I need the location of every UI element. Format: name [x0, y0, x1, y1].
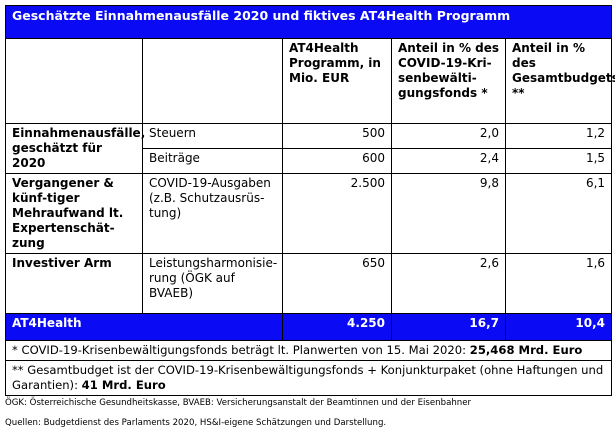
- note-1-text: * COVID-19-Krisenbewältigungsfonds beträ…: [12, 343, 470, 357]
- value-budget: 1,5: [504, 148, 613, 174]
- value-fonds: 2,4: [391, 148, 506, 174]
- note-2: ** Gesamtbudget ist der COVID-19-Krisenb…: [4, 360, 613, 396]
- header-fonds-share: Anteil in % des COVID-19-Kri-senbewälti-…: [391, 38, 506, 124]
- total-row: AT4Health 4.250 16,7 10,4: [5, 313, 613, 341]
- header-row: AT4Health Programm, in Mio. EUR Anteil i…: [5, 38, 615, 124]
- row-label-vergangen: Vergangener & künf-tiger Mehraufwand lt.…: [5, 173, 143, 254]
- table-row: Vergangener & künf-tiger Mehraufwand lt.…: [5, 173, 613, 254]
- value-fonds: 2,0: [391, 123, 506, 149]
- table-row: Einnahmenausfälle, geschätzt für 2020 St…: [5, 123, 613, 174]
- value-fonds: 2,6: [391, 253, 506, 314]
- total-fonds: 16,7: [391, 313, 506, 341]
- value-mio: 600: [282, 148, 392, 174]
- sub-label-steuern: Steuern: [142, 123, 283, 149]
- sub-label-beitraege: Beiträge: [142, 148, 283, 174]
- header-budget-share: Anteil in % des Gesamtbudgets **: [504, 38, 615, 124]
- sub-label-covid: COVID-19-Ausgaben (z.B. Schutzausrüs-tun…: [142, 173, 283, 254]
- footer-sources: Quellen: Budgetdienst des Parlaments 202…: [5, 418, 387, 428]
- value-budget: 1,2: [504, 123, 613, 149]
- header-empty-1: [5, 38, 143, 124]
- table-row: Beiträge 600 2,4 1,5: [6, 148, 613, 174]
- sub-label-leistung: Leistungsharmonisie-rung (ÖGK auf BVAEB): [142, 253, 283, 314]
- table-title: Geschätzte Einnahmenausfälle 2020 und fi…: [4, 5, 613, 39]
- row-label-einnahmen: Einnahmenausfälle, geschätzt für 2020: [5, 123, 145, 174]
- total-label: AT4Health: [5, 313, 283, 341]
- value-budget: 1,6: [504, 253, 613, 314]
- note-1-bold: 25,468 Mrd. Euro: [469, 343, 583, 357]
- value-budget: 6,1: [504, 173, 613, 254]
- table-row: Investiver Arm Leistungsharmonisie-rung …: [5, 253, 613, 314]
- budget-table: Geschätzte Einnahmenausfälle 2020 und fi…: [4, 5, 615, 396]
- value-mio: 500: [282, 123, 392, 149]
- total-budget: 10,4: [504, 313, 613, 341]
- note-1: * COVID-19-Krisenbewältigungsfonds beträ…: [4, 340, 613, 361]
- table-container: Geschätzte Einnahmenausfälle 2020 und fi…: [4, 5, 615, 396]
- header-mio: AT4Health Programm, in Mio. EUR: [282, 38, 392, 124]
- value-mio: 650: [282, 253, 392, 314]
- note-2-bold: 41 Mrd. Euro: [81, 378, 166, 392]
- value-fonds: 9,8: [391, 173, 506, 254]
- row-label-investiv: Investiver Arm: [5, 253, 143, 314]
- footer-abbreviations: ÖGK: Österreichische Gesundheitskasse, B…: [5, 398, 472, 408]
- title-row: Geschätzte Einnahmenausfälle 2020 und fi…: [4, 5, 613, 39]
- value-mio: 2.500: [282, 173, 392, 254]
- note-2-text: ** Gesamtbudget ist der COVID-19-Krisenb…: [12, 363, 604, 392]
- note-row-2: ** Gesamtbudget ist der COVID-19-Krisenb…: [4, 360, 613, 396]
- total-mio: 4.250: [282, 313, 392, 341]
- header-empty-2: [142, 38, 283, 124]
- note-row-1: * COVID-19-Krisenbewältigungsfonds beträ…: [4, 340, 613, 361]
